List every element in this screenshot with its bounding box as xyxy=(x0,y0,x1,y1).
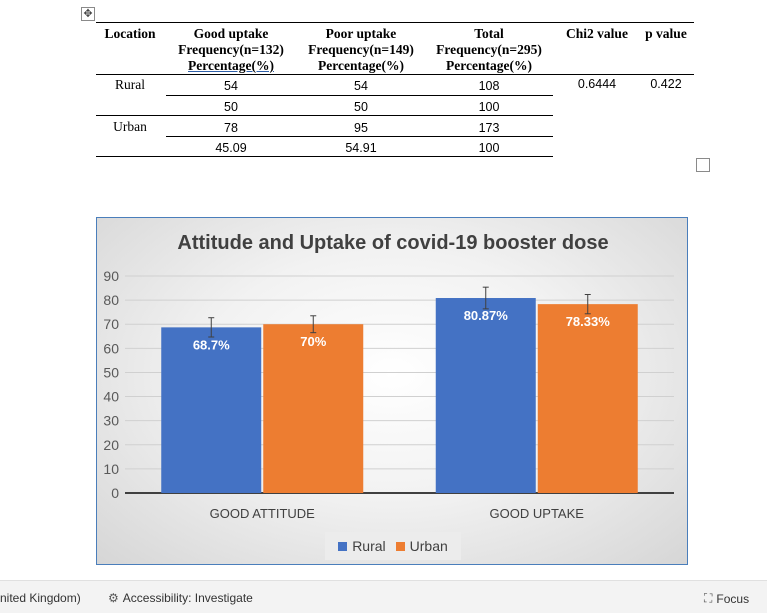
row-1-total: 108 xyxy=(478,79,500,93)
header-total-line1: Total xyxy=(474,26,504,41)
language-status[interactable]: nited Kingdom) xyxy=(0,591,81,605)
data-label: 80.87% xyxy=(464,308,509,323)
y-tick-label: 70 xyxy=(103,316,119,332)
row-rule-2 xyxy=(96,115,553,116)
bar-urban xyxy=(537,304,638,493)
header-good-uptake-line1: Good uptake xyxy=(193,26,269,41)
data-label: 78.33% xyxy=(566,314,611,329)
row-3-location: Urban xyxy=(113,119,147,134)
bar-urban xyxy=(263,324,364,493)
header-chi2: Chi2 value xyxy=(566,26,628,41)
y-tick-label: 30 xyxy=(103,413,119,429)
header-p-value: p value xyxy=(645,26,687,41)
y-tick-label: 0 xyxy=(111,485,119,501)
row-3-total: 173 xyxy=(478,121,500,135)
y-tick-label: 90 xyxy=(103,268,119,284)
data-label: 68.7% xyxy=(193,337,230,352)
row-1-good: 54 xyxy=(224,79,238,93)
accessibility-status[interactable]: ⚙ Accessibility: Investigate xyxy=(108,591,253,605)
header-poor-uptake-line1: Poor uptake xyxy=(325,26,397,41)
bar-rural xyxy=(161,327,262,493)
y-tick-label: 80 xyxy=(103,292,119,308)
y-tick-label: 40 xyxy=(103,389,119,405)
row-4-poor: 54.91 xyxy=(345,141,377,155)
bar-chart: 0 10 20 30 40 50 60 70 80 90 68.7% 70% GOOD ATTITUDE… xyxy=(103,268,674,521)
status-bar: nited Kingdom) ⚙ Accessibility: Investig… xyxy=(0,580,767,613)
row-4-good: 45.09 xyxy=(215,141,247,155)
row-1-poor: 54 xyxy=(354,79,368,93)
legend-swatch-rural xyxy=(338,541,348,551)
header-poor-uptake-line2: Frequency(n=149) xyxy=(308,42,414,57)
row-3-good: 78 xyxy=(224,121,238,135)
chart-title: Attitude and Uptake of covid-19 booster … xyxy=(177,232,609,254)
header-location: Location xyxy=(104,26,156,41)
row-4-total: 100 xyxy=(478,141,500,155)
y-tick-label: 20 xyxy=(103,437,119,453)
table-bottom-rule xyxy=(96,156,553,157)
header-poor-uptake: Poor uptake Frequency(n=149) Percentage(… xyxy=(296,26,426,74)
y-tick-label: 10 xyxy=(103,461,119,477)
accessibility-icon: ⚙ xyxy=(108,591,119,605)
row-2-poor: 50 xyxy=(354,100,368,114)
x-category-label: GOOD UPTAKE xyxy=(490,506,585,521)
table-top-rule xyxy=(96,22,694,23)
y-tick-label: 50 xyxy=(103,364,119,380)
header-poor-uptake-line3: Percentage(%) xyxy=(318,58,404,73)
legend-label-urban: Urban xyxy=(409,538,448,554)
accessibility-label: Accessibility: Investigate xyxy=(122,591,253,605)
header-good-uptake: Good uptake Frequency(n=132) Percentage(… xyxy=(166,26,296,74)
row-rule-3 xyxy=(166,136,553,137)
header-total: Total Frequency(n=295) Percentage(%) xyxy=(426,26,552,74)
legend-item-urban: Urban xyxy=(395,538,448,554)
legend-swatch-urban xyxy=(395,541,405,551)
header-good-uptake-line3: Percentage(%) xyxy=(188,58,274,73)
chart-legend[interactable]: Rural Urban xyxy=(325,532,461,560)
row-1-chi2: 0.6444 xyxy=(577,77,617,91)
row-3-poor: 95 xyxy=(354,121,368,135)
focus-mode-button[interactable]: ⛶ Focus xyxy=(704,591,749,606)
data-label: 70% xyxy=(300,334,326,349)
header-good-uptake-line2: Frequency(n=132) xyxy=(178,42,284,57)
row-1-p-value: 0.422 xyxy=(650,77,682,91)
row-2-good: 50 xyxy=(224,100,238,114)
x-category-label: GOOD ATTITUDE xyxy=(210,506,316,521)
document-page: ✥ Location Good uptake Frequency(n=132) … xyxy=(81,7,710,565)
focus-icon: ⛶ xyxy=(704,591,713,605)
bar-rural xyxy=(435,298,536,493)
legend-item-rural: Rural xyxy=(338,538,386,554)
table-header-rule xyxy=(96,74,694,75)
chart-container[interactable]: Attitude and Uptake of covid-19 booster … xyxy=(96,217,688,565)
y-tick-label: 60 xyxy=(103,340,119,356)
row-1-location: Rural xyxy=(115,77,145,92)
table-move-handle-icon[interactable]: ✥ xyxy=(81,7,95,21)
row-2-total: 100 xyxy=(478,100,500,114)
focus-label: Focus xyxy=(716,591,750,606)
table-resize-handle-icon[interactable] xyxy=(696,158,710,172)
header-total-line2: Frequency(n=295) xyxy=(436,42,542,57)
legend-label-rural: Rural xyxy=(352,538,386,554)
header-total-line3: Percentage(%) xyxy=(446,58,532,73)
row-rule-1 xyxy=(166,95,553,96)
